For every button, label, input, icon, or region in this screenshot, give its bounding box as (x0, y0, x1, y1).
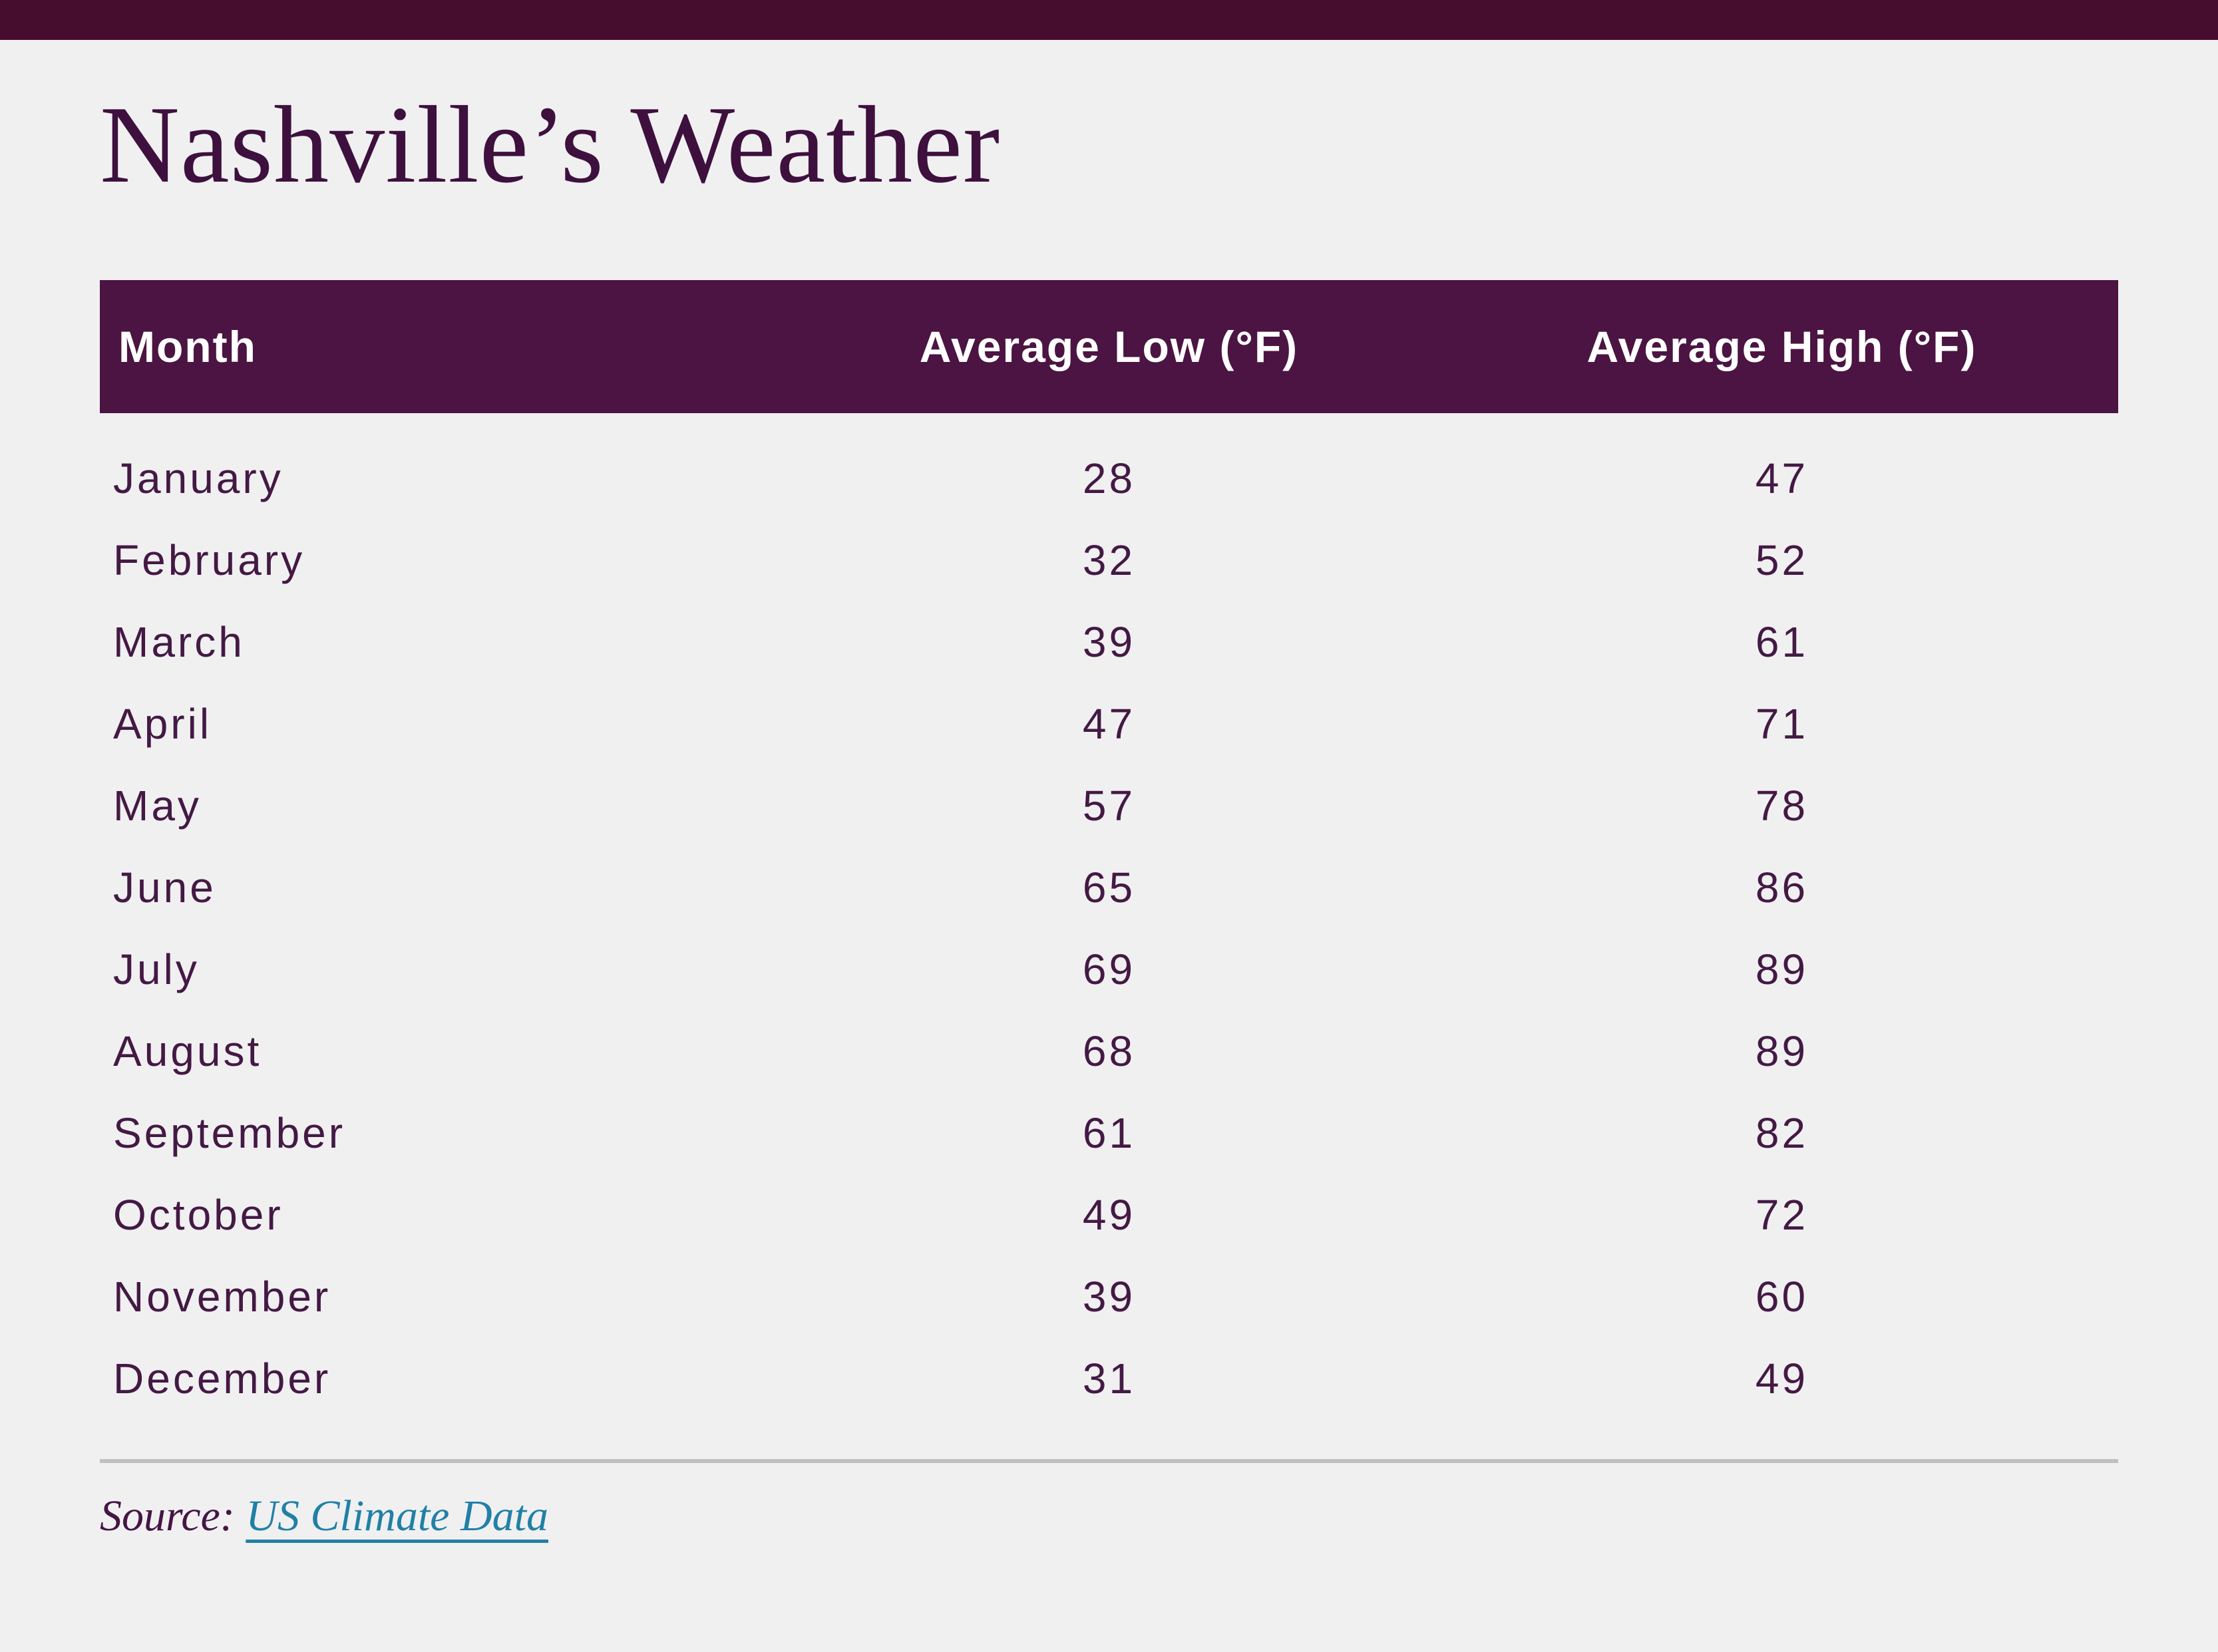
avg-low-cell: 47 (1082, 699, 1136, 748)
infographic-content: Nashville’s Weather Month Average Low (°… (100, 79, 2118, 1542)
avg-low-cell: 61 (1082, 1108, 1136, 1157)
avg-high-cell: 49 (1755, 1354, 1809, 1403)
avg-high-cell: 89 (1755, 1027, 1809, 1075)
table-row: June 65 86 (100, 846, 2118, 928)
month-cell: November (113, 1272, 331, 1321)
avg-low-cell: 68 (1082, 1027, 1136, 1075)
month-cell: April (113, 699, 212, 748)
table-row: November 39 60 (100, 1255, 2118, 1337)
month-cell: May (113, 781, 202, 830)
table-header-row: Month Average Low (°F) Average High (°F) (100, 280, 2118, 414)
source-link[interactable]: US Climate Data (246, 1492, 548, 1541)
table-row: May 57 78 (100, 764, 2118, 846)
column-header-average-low: Average Low (°F) (919, 322, 1299, 372)
avg-low-cell: 57 (1082, 781, 1136, 830)
month-cell: October (113, 1190, 283, 1239)
table-row: February 32 52 (100, 519, 2118, 601)
month-cell: August (113, 1027, 262, 1075)
avg-high-cell: 52 (1755, 536, 1809, 584)
month-cell: March (113, 617, 245, 666)
avg-high-cell: 78 (1755, 781, 1809, 830)
table-row: August 68 89 (100, 1010, 2118, 1092)
month-cell: June (113, 863, 216, 911)
month-cell: July (113, 945, 200, 993)
table-row: April 47 71 (100, 683, 2118, 764)
month-cell: December (113, 1354, 331, 1403)
table-body: January 28 47 February 32 52 March 39 61… (100, 413, 2118, 1419)
avg-high-cell: 60 (1755, 1272, 1809, 1321)
month-cell: January (113, 454, 283, 502)
table-row: December 31 49 (100, 1337, 2118, 1419)
column-header-month: Month (118, 322, 257, 372)
avg-low-cell: 65 (1082, 863, 1136, 911)
avg-low-cell: 49 (1082, 1190, 1136, 1239)
table-row: March 39 61 (100, 601, 2118, 683)
avg-high-cell: 82 (1755, 1108, 1809, 1157)
avg-high-cell: 47 (1755, 454, 1809, 502)
top-accent-bar (0, 0, 2218, 40)
table-row: January 28 47 (100, 437, 2118, 519)
page-title: Nashville’s Weather (100, 83, 1001, 206)
avg-high-cell: 61 (1755, 617, 1809, 666)
avg-high-cell: 72 (1755, 1190, 1809, 1239)
source-line: Source: US Climate Data (100, 1491, 2118, 1542)
avg-low-cell: 39 (1082, 1272, 1136, 1321)
source-label: Source: (100, 1492, 235, 1541)
table-row: September 61 82 (100, 1092, 2118, 1174)
month-cell: September (113, 1108, 346, 1157)
avg-low-cell: 28 (1082, 454, 1136, 502)
table-row: October 49 72 (100, 1174, 2118, 1255)
footer-divider (100, 1459, 2118, 1464)
column-header-average-high: Average High (°F) (1586, 322, 1977, 372)
table-row: July 69 89 (100, 928, 2118, 1010)
weather-table: Month Average Low (°F) Average High (°F)… (100, 280, 2118, 1419)
avg-low-cell: 31 (1082, 1354, 1136, 1403)
avg-high-cell: 71 (1755, 699, 1809, 748)
avg-high-cell: 86 (1755, 863, 1809, 911)
avg-low-cell: 69 (1082, 945, 1136, 993)
month-cell: February (113, 536, 305, 584)
avg-low-cell: 32 (1082, 536, 1136, 584)
avg-low-cell: 39 (1082, 617, 1136, 666)
avg-high-cell: 89 (1755, 945, 1809, 993)
